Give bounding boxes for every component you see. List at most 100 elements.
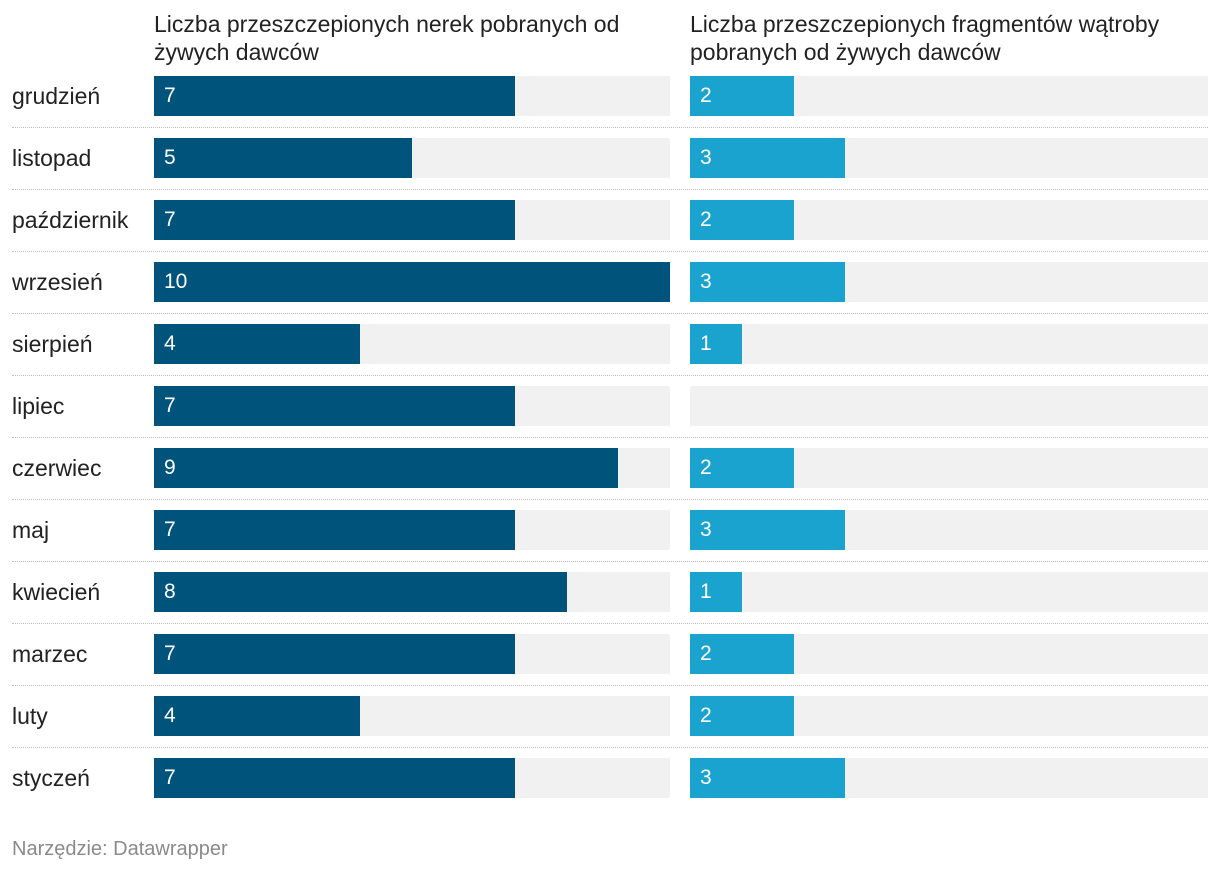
liver-bar: 2 xyxy=(690,76,794,116)
row-separator xyxy=(12,499,1208,500)
kidney-bar-value: 4 xyxy=(164,704,176,727)
liver-bar-track: 2 xyxy=(690,76,1208,116)
kidney-bar: 7 xyxy=(154,758,515,798)
kidney-bar-track: 5 xyxy=(154,138,670,178)
chart-row: marzec 7 2 xyxy=(0,634,1220,674)
kidney-bar-track: 9 xyxy=(154,448,670,488)
chart-row: styczeń 7 3 xyxy=(0,758,1220,798)
kidney-bar-track: 7 xyxy=(154,200,670,240)
liver-bar: 3 xyxy=(690,138,845,178)
kidney-bar-track: 10 xyxy=(154,262,670,302)
liver-bar-track: 2 xyxy=(690,200,1208,240)
kidney-bar: 4 xyxy=(154,696,360,736)
liver-bar-track: 3 xyxy=(690,758,1208,798)
liver-bar-track: 2 xyxy=(690,634,1208,674)
kidney-bar: 10 xyxy=(154,262,670,302)
chart-row: luty 4 2 xyxy=(0,696,1220,736)
row-separator xyxy=(12,561,1208,562)
liver-bar: 3 xyxy=(690,510,845,550)
kidney-bar-track: 4 xyxy=(154,696,670,736)
kidney-bar-value: 8 xyxy=(164,580,176,603)
kidney-bar-value: 7 xyxy=(164,84,176,107)
kidney-bar-value: 7 xyxy=(164,766,176,789)
kidney-bar: 7 xyxy=(154,634,515,674)
kidney-bar: 7 xyxy=(154,76,515,116)
chart-row: maj 7 3 xyxy=(0,510,1220,550)
row-separator xyxy=(12,251,1208,252)
liver-bar-track: 3 xyxy=(690,510,1208,550)
liver-bar: 2 xyxy=(690,696,794,736)
category-label: maj xyxy=(12,517,50,543)
kidney-bar: 9 xyxy=(154,448,618,488)
category-label: luty xyxy=(12,703,48,729)
kidney-bar-value: 7 xyxy=(164,394,176,417)
kidney-bar-value: 4 xyxy=(164,332,176,355)
category-label: wrzesień xyxy=(12,269,103,295)
row-separator xyxy=(12,747,1208,748)
liver-bar-track: 2 xyxy=(690,696,1208,736)
liver-bar-value: 1 xyxy=(700,332,712,355)
row-separator xyxy=(12,313,1208,314)
liver-bar-value: 3 xyxy=(700,146,712,169)
row-separator xyxy=(12,685,1208,686)
category-label: sierpień xyxy=(12,331,93,357)
kidney-bar: 7 xyxy=(154,386,515,426)
liver-bar: 3 xyxy=(690,262,845,302)
kidney-column-title: Liczba przeszczepionych nerek pobranych … xyxy=(154,11,620,65)
kidney-bar: 4 xyxy=(154,324,360,364)
liver-bar-track: 2 xyxy=(690,448,1208,488)
kidney-bar-track: 7 xyxy=(154,510,670,550)
liver-bar-track: 3 xyxy=(690,138,1208,178)
liver-bar-value: 2 xyxy=(700,84,712,107)
chart-row: czerwiec 9 2 xyxy=(0,448,1220,488)
liver-bar: 2 xyxy=(690,200,794,240)
kidney-bar-track: 7 xyxy=(154,634,670,674)
kidney-bar-value: 5 xyxy=(164,146,176,169)
liver-bar-value: 2 xyxy=(700,642,712,665)
kidney-bar-value: 10 xyxy=(164,270,188,293)
category-label: lipiec xyxy=(12,393,65,419)
liver-bar-value: 2 xyxy=(700,208,712,231)
kidney-bar-value: 9 xyxy=(164,456,176,479)
liver-bar-track: 1 xyxy=(690,572,1208,612)
row-separator xyxy=(12,375,1208,376)
kidney-bar-track: 7 xyxy=(154,758,670,798)
chart-row: lipiec 7 xyxy=(0,386,1220,426)
liver-column-title: Liczba przeszczepionych fragmentów wątro… xyxy=(690,11,1160,65)
chart-row: listopad 5 3 xyxy=(0,138,1220,178)
liver-bar-value: 3 xyxy=(700,766,712,789)
liver-bar-value: 1 xyxy=(700,580,712,603)
category-label: styczeń xyxy=(12,765,90,791)
liver-bar: 3 xyxy=(690,758,845,798)
category-label: listopad xyxy=(12,145,92,171)
row-separator xyxy=(12,127,1208,128)
liver-bar-value: 2 xyxy=(700,456,712,479)
liver-bar-track xyxy=(690,386,1208,426)
kidney-bar-track: 4 xyxy=(154,324,670,364)
kidney-bar: 8 xyxy=(154,572,567,612)
category-label: grudzień xyxy=(12,83,101,109)
liver-bar-value: 3 xyxy=(700,518,712,541)
liver-bar: 2 xyxy=(690,448,794,488)
category-label: październik xyxy=(12,207,129,233)
kidney-bar-track: 8 xyxy=(154,572,670,612)
liver-bar: 1 xyxy=(690,324,742,364)
kidney-bar: 7 xyxy=(154,510,515,550)
category-label: czerwiec xyxy=(12,455,102,481)
row-separator xyxy=(12,623,1208,624)
kidney-bar-value: 7 xyxy=(164,208,176,231)
liver-bar-value: 3 xyxy=(700,270,712,293)
footer-credit: Narzędzie: Datawrapper xyxy=(12,838,228,860)
category-label: kwiecień xyxy=(12,579,101,605)
chart-row: kwiecień 8 1 xyxy=(0,572,1220,612)
liver-bar-track: 1 xyxy=(690,324,1208,364)
liver-bar: 2 xyxy=(690,634,794,674)
liver-bar: 1 xyxy=(690,572,742,612)
row-separator xyxy=(12,189,1208,190)
kidney-bar: 7 xyxy=(154,200,515,240)
chart-row: wrzesień 10 3 xyxy=(0,262,1220,302)
chart-row: sierpień 4 1 xyxy=(0,324,1220,364)
kidney-bar-track: 7 xyxy=(154,76,670,116)
kidney-bar-value: 7 xyxy=(164,518,176,541)
chart-row: październik 7 2 xyxy=(0,200,1220,240)
